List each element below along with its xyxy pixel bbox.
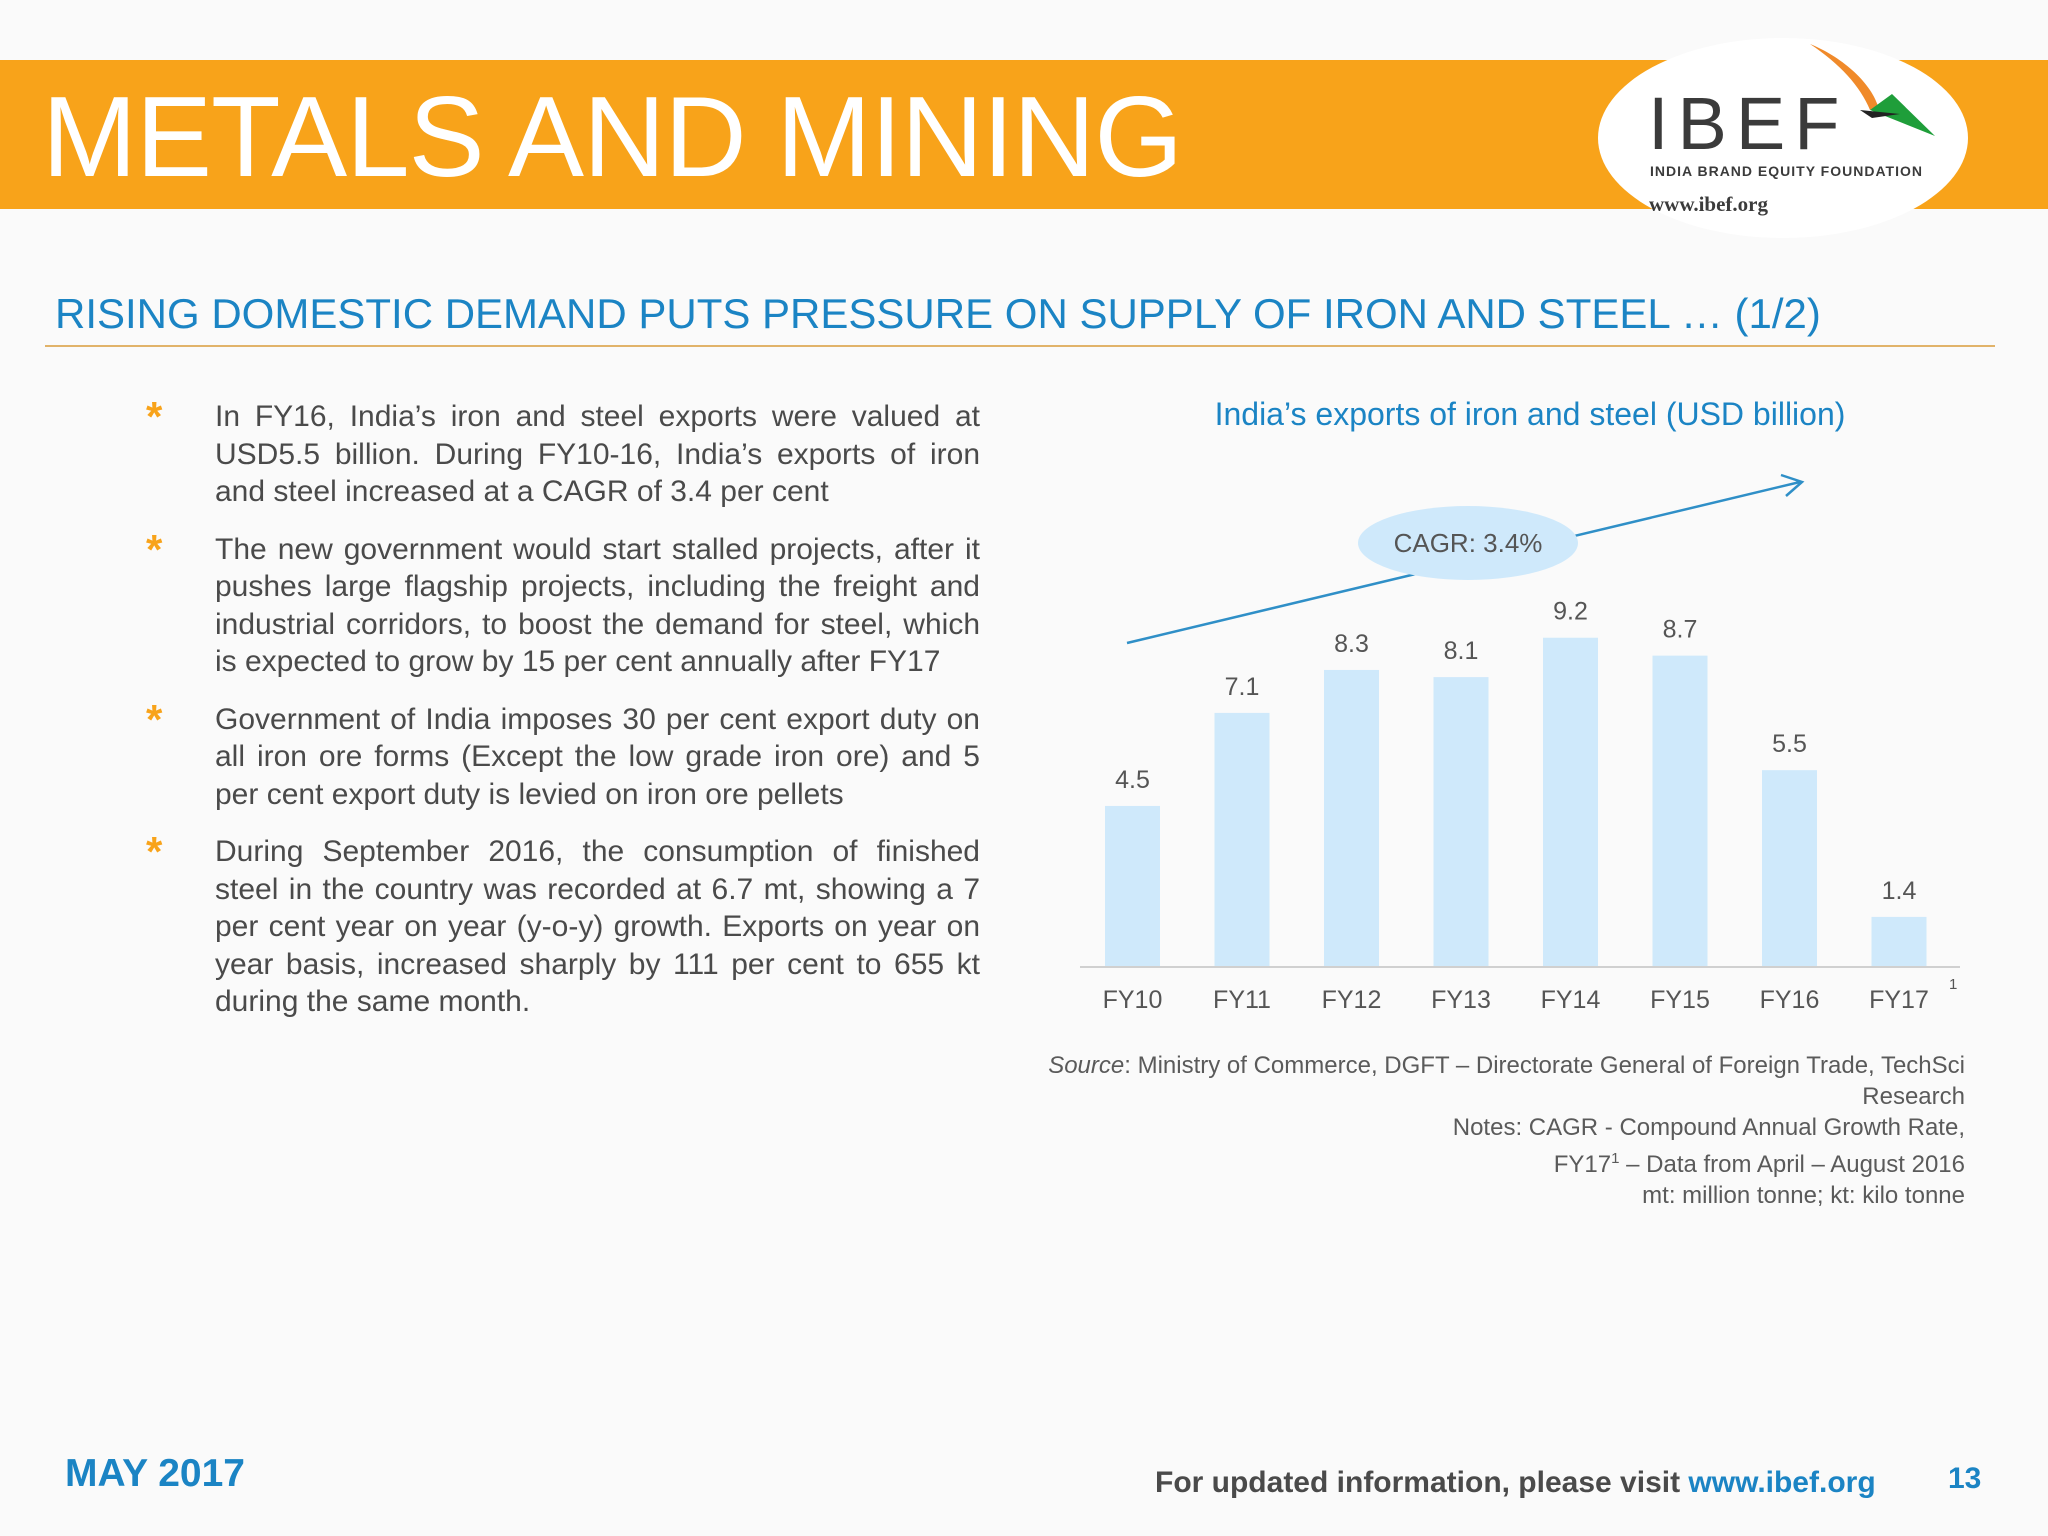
ibef-logo[interactable]	[1598, 38, 1968, 238]
bullet-item: * Government of India imposes 30 per cen…	[140, 695, 980, 814]
subtitle-divider	[45, 345, 1995, 347]
data-label: 9.2	[1553, 598, 1588, 626]
data-label: 8.3	[1334, 630, 1369, 658]
notes-line: mt: million tonne; kt: kilo tonne	[1642, 1182, 1965, 1209]
bullet-star-icon: *	[146, 828, 163, 875]
bullet-text: The new government would start stalled p…	[215, 532, 980, 679]
x-tick-label: FY15	[1650, 986, 1710, 1014]
footer-visit: For updated information, please visit ww…	[1155, 1466, 1876, 1500]
bullet-item: * During September 2016, the consumption…	[140, 828, 980, 1021]
notes-fy17-desc: – Data from April – August 2016	[1619, 1151, 1965, 1178]
logo-name: IBEF	[1648, 82, 1849, 165]
ibef-bird-logo-icon	[1810, 44, 1935, 136]
page-title: METALS AND MINING	[42, 74, 1183, 201]
footnote-mark: 1	[1949, 976, 1957, 993]
section-subtitle: RISING DOMESTIC DEMAND PUTS PRESSURE ON …	[55, 290, 1821, 337]
footer-date: MAY 2017	[65, 1452, 245, 1495]
source-text: : Ministry of Commerce, DGFT – Directora…	[1124, 1052, 1965, 1110]
cagr-annotation: CAGR: 3.4%	[1394, 528, 1543, 558]
x-tick-label: FY14	[1541, 986, 1601, 1014]
footer-visit-text: For updated information, please visit	[1155, 1466, 1689, 1499]
bullet-star-icon: *	[146, 393, 163, 440]
bar-fy12	[1324, 669, 1379, 967]
bar-fy13	[1433, 677, 1489, 967]
x-tick-label: FY11	[1213, 986, 1271, 1014]
x-tick-label: FY17	[1869, 986, 1929, 1014]
x-tick-label: FY16	[1760, 986, 1820, 1014]
x-tick-label: FY10	[1103, 986, 1163, 1014]
notes-line: Notes: CAGR - Compound Annual Growth Rat…	[1452, 1114, 1965, 1141]
data-label: 4.5	[1115, 766, 1150, 794]
data-label: 5.5	[1772, 730, 1807, 758]
notes-line: FY171 – Data from April – August 2016	[1040, 1143, 1965, 1180]
bar-fy11	[1214, 712, 1270, 967]
bar-fy17	[1871, 916, 1927, 967]
x-tick-label: FY12	[1322, 986, 1382, 1014]
bar-fy14	[1543, 637, 1598, 967]
chart-title: India’s exports of iron and steel (USD b…	[1214, 396, 1846, 432]
bullet-list: * In FY16, India’s iron and steel export…	[140, 393, 980, 1041]
data-label: 7.1	[1225, 673, 1260, 701]
bullet-text: In FY16, India’s iron and steel exports …	[215, 400, 980, 508]
cagr-bubble	[1358, 506, 1578, 580]
source-line: Source: Ministry of Commerce, DGFT – Dir…	[1040, 1050, 1965, 1112]
bullet-text: During September 2016, the consumption o…	[215, 835, 980, 1018]
chart-notes: Source: Ministry of Commerce, DGFT – Dir…	[1040, 1050, 1965, 1211]
trend-arrow-head-icon	[1780, 473, 1805, 497]
notes-footnote-mark: 1	[1611, 1150, 1620, 1167]
bullet-text: Government of India imposes 30 per cent …	[215, 702, 980, 811]
logo-url[interactable]: www.ibef.org	[1649, 192, 1768, 216]
bullet-star-icon: *	[146, 525, 163, 573]
logo-tagline: INDIA BRAND EQUITY FOUNDATION	[1650, 163, 1923, 179]
bullet-item: * In FY16, India’s iron and steel export…	[140, 393, 980, 511]
footer-url-link[interactable]: www.ibef.org	[1688, 1466, 1876, 1499]
notes-fy17: FY17	[1553, 1151, 1612, 1178]
data-label: 1.4	[1882, 877, 1917, 905]
bar-chart: 4.5 FY10 7.1 FY11 8.3 FY12 8.1 FY13 9.2 FY14 8.7 FY…	[1080, 473, 1960, 1014]
source-label: Source	[1048, 1052, 1125, 1079]
bullet-item: * The new government would start stalled…	[140, 525, 980, 681]
bar-fy16	[1762, 770, 1817, 967]
bullet-star-icon: *	[146, 695, 163, 743]
data-label: 8.7	[1663, 616, 1698, 644]
page-number: 13	[1948, 1462, 1982, 1495]
x-tick-label: FY13	[1431, 986, 1491, 1014]
bar-fy15	[1652, 655, 1708, 967]
data-label: 8.1	[1444, 637, 1479, 665]
bar-fy10	[1105, 805, 1160, 967]
